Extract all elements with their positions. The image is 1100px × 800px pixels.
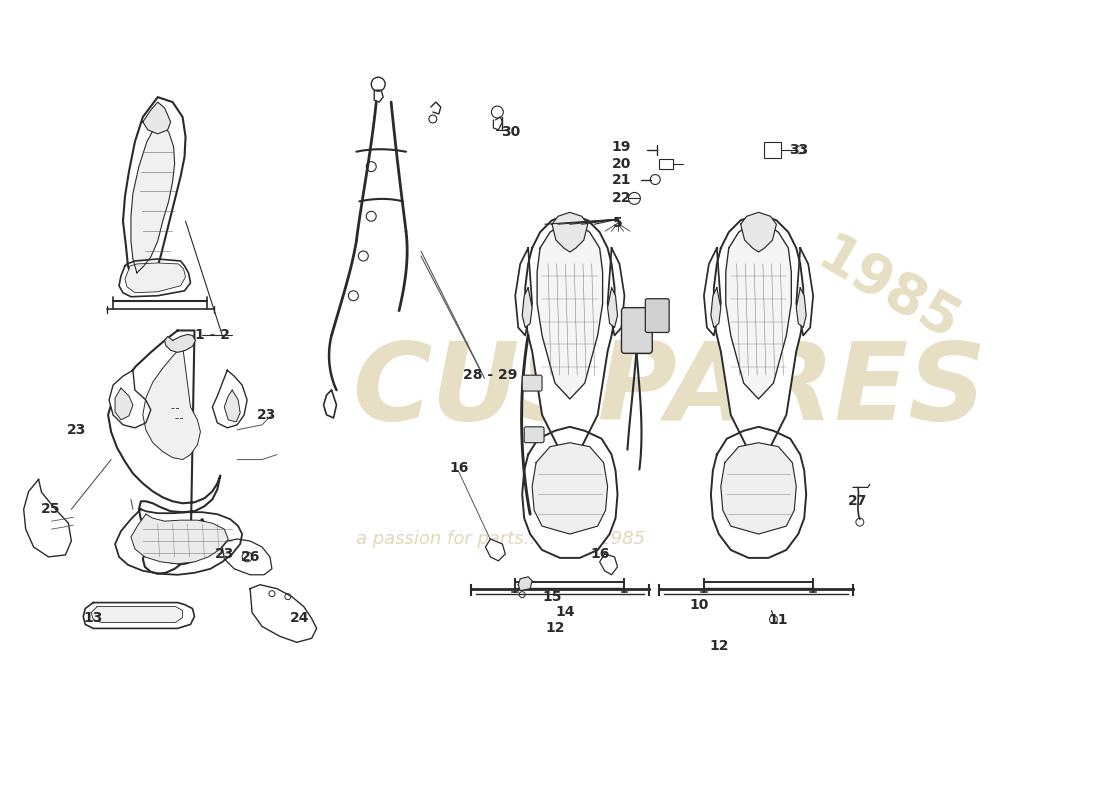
Text: 25: 25	[41, 502, 60, 516]
Text: 28 - 29: 28 - 29	[463, 368, 518, 382]
Bar	[763, 142, 781, 158]
Polygon shape	[131, 122, 175, 273]
Polygon shape	[109, 370, 151, 428]
Polygon shape	[740, 212, 777, 252]
Text: 10: 10	[690, 598, 708, 611]
Polygon shape	[720, 442, 796, 534]
Polygon shape	[123, 97, 186, 281]
Polygon shape	[84, 602, 195, 629]
Text: a passion for parts... since 1985: a passion for parts... since 1985	[355, 530, 645, 548]
Polygon shape	[165, 334, 196, 352]
Polygon shape	[607, 248, 625, 335]
Text: 16: 16	[590, 547, 609, 561]
Text: 26: 26	[241, 550, 260, 564]
Text: 1985: 1985	[807, 229, 968, 353]
Text: 13: 13	[84, 611, 103, 626]
Bar	[659, 158, 673, 169]
Polygon shape	[714, 216, 803, 454]
Polygon shape	[537, 224, 603, 399]
Text: 23: 23	[214, 547, 234, 561]
Polygon shape	[711, 288, 720, 327]
Polygon shape	[119, 259, 190, 297]
Polygon shape	[726, 224, 791, 399]
Text: 30: 30	[500, 125, 520, 139]
Polygon shape	[485, 539, 505, 561]
Polygon shape	[250, 585, 317, 642]
Polygon shape	[222, 539, 272, 574]
Polygon shape	[24, 479, 72, 557]
Text: 23: 23	[257, 408, 277, 422]
Text: CUSPARES: CUSPARES	[352, 337, 987, 443]
Text: 24: 24	[290, 611, 309, 626]
FancyBboxPatch shape	[525, 427, 544, 442]
Polygon shape	[600, 554, 617, 574]
Text: 23: 23	[67, 422, 86, 437]
Polygon shape	[704, 248, 720, 335]
Polygon shape	[108, 330, 220, 574]
Text: 27: 27	[848, 494, 868, 508]
Text: 16: 16	[449, 461, 469, 474]
Text: 33: 33	[789, 142, 807, 157]
Polygon shape	[143, 102, 170, 134]
FancyBboxPatch shape	[646, 298, 669, 333]
Text: 14: 14	[556, 605, 574, 618]
Polygon shape	[522, 427, 617, 558]
Polygon shape	[212, 370, 248, 428]
Polygon shape	[522, 288, 532, 327]
FancyBboxPatch shape	[522, 375, 542, 391]
Polygon shape	[125, 263, 186, 293]
Text: 12: 12	[710, 639, 728, 654]
Polygon shape	[116, 388, 133, 420]
Text: 19: 19	[612, 140, 631, 154]
Text: 20: 20	[612, 157, 631, 170]
Polygon shape	[518, 577, 532, 590]
Polygon shape	[607, 288, 617, 327]
Text: 11: 11	[769, 614, 789, 627]
Text: 5: 5	[613, 216, 623, 230]
Polygon shape	[796, 248, 813, 335]
Text: 21: 21	[612, 173, 631, 186]
Text: 1 - 2: 1 - 2	[195, 329, 230, 342]
Polygon shape	[143, 346, 200, 459]
Polygon shape	[796, 288, 806, 327]
Text: 22: 22	[612, 191, 631, 206]
Polygon shape	[131, 514, 229, 564]
Polygon shape	[525, 216, 615, 454]
Polygon shape	[91, 606, 183, 622]
Polygon shape	[116, 510, 242, 574]
Polygon shape	[552, 212, 587, 252]
Polygon shape	[532, 442, 607, 534]
FancyBboxPatch shape	[621, 308, 652, 354]
Polygon shape	[515, 248, 532, 335]
Text: 15: 15	[542, 590, 562, 604]
Polygon shape	[711, 427, 806, 558]
Text: 12: 12	[546, 622, 564, 635]
Polygon shape	[224, 390, 240, 422]
